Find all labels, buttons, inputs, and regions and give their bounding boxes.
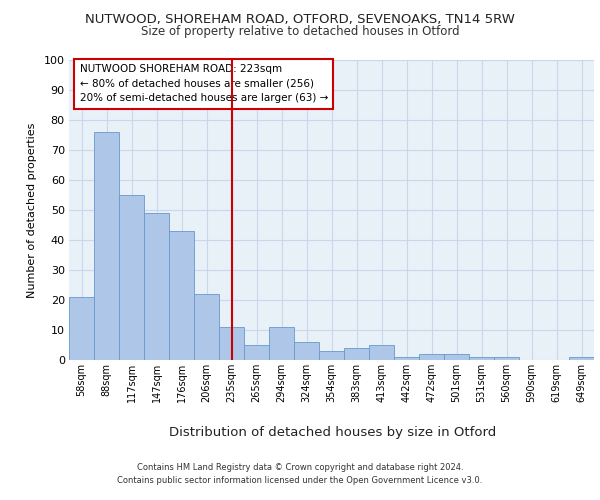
Bar	[394, 357, 419, 360]
Bar	[444, 354, 469, 360]
Bar	[169, 231, 194, 360]
Text: Distribution of detached houses by size in Otford: Distribution of detached houses by size …	[169, 426, 497, 439]
Text: NUTWOOD SHOREHAM ROAD: 223sqm
← 80% of detached houses are smaller (256)
20% of : NUTWOOD SHOREHAM ROAD: 223sqm ← 80% of d…	[79, 64, 328, 104]
Bar	[219, 327, 244, 360]
Bar	[469, 357, 494, 360]
Bar	[94, 132, 119, 360]
Bar	[569, 357, 594, 360]
Bar	[294, 342, 319, 360]
Bar	[419, 354, 444, 360]
Bar	[144, 213, 169, 360]
Text: NUTWOOD, SHOREHAM ROAD, OTFORD, SEVENOAKS, TN14 5RW: NUTWOOD, SHOREHAM ROAD, OTFORD, SEVENOAK…	[85, 12, 515, 26]
Bar	[319, 351, 344, 360]
Bar	[269, 327, 294, 360]
Text: Size of property relative to detached houses in Otford: Size of property relative to detached ho…	[140, 25, 460, 38]
Bar	[369, 345, 394, 360]
Bar	[69, 297, 94, 360]
Text: Contains public sector information licensed under the Open Government Licence v3: Contains public sector information licen…	[118, 476, 482, 485]
Text: Contains HM Land Registry data © Crown copyright and database right 2024.: Contains HM Land Registry data © Crown c…	[137, 464, 463, 472]
Bar	[244, 345, 269, 360]
Bar	[194, 294, 219, 360]
Bar	[494, 357, 519, 360]
Bar	[344, 348, 369, 360]
Y-axis label: Number of detached properties: Number of detached properties	[27, 122, 37, 298]
Bar	[119, 195, 144, 360]
